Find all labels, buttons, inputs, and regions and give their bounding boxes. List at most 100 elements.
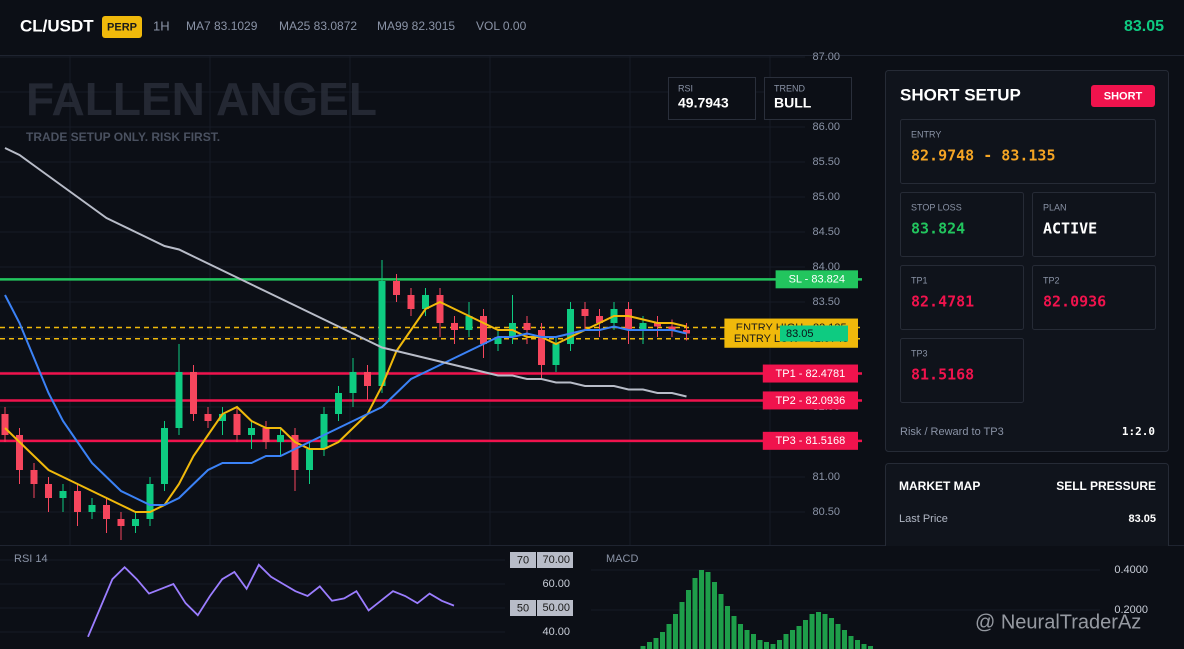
info-label: RSI [678, 83, 693, 93]
macd-bar [861, 644, 867, 649]
card-label: PLAN [1043, 202, 1067, 212]
y-tick-label: 84.50 [812, 226, 840, 238]
card-label: TP2 [1043, 275, 1060, 285]
badge: PERP [107, 21, 137, 33]
candle-body [407, 295, 415, 309]
macd-bar [757, 640, 763, 649]
risk-label: Risk / Reward to TP3 [900, 426, 1004, 438]
info-box [764, 77, 852, 120]
last-price-label: 83.05 [786, 328, 814, 340]
moving-average [4, 147, 687, 398]
macd-bar [809, 614, 815, 649]
level-label: 70 [517, 554, 529, 566]
card-value: 81.5168 [911, 366, 974, 384]
candle-body [436, 295, 444, 323]
macd-bar [822, 614, 828, 649]
main-chart: FALLEN ANGEL TRADE SETUP ONLY. RISK FIRST… [0, 56, 862, 545]
indicator: VOL 0.00 [476, 19, 527, 33]
macd-bar [679, 602, 685, 649]
info-label: TREND [774, 83, 805, 93]
macd-bar [770, 644, 776, 649]
info-value: 49.7943 [678, 95, 729, 111]
macd-bar [718, 594, 724, 649]
macd-bar [816, 612, 821, 649]
candle-body [175, 372, 183, 428]
candle-body [132, 519, 139, 526]
card-value: 83.824 [911, 220, 965, 238]
macd-bar [868, 646, 873, 649]
level-tag [762, 364, 858, 383]
card-label: TP3 [911, 348, 928, 358]
card [1032, 265, 1156, 330]
panel [885, 463, 1169, 559]
macd-bar [738, 624, 743, 649]
candle-body [103, 505, 110, 519]
candle-body [161, 428, 168, 484]
map-status: SELL PRESSURE [1056, 479, 1156, 493]
macd-title: MACD [606, 553, 638, 565]
y-tick-label: 70.00 [542, 554, 570, 566]
candle-body [219, 414, 226, 421]
rsi-title: RSI 14 [14, 553, 48, 565]
candle-body [30, 470, 38, 484]
map-row-value: 83.05 [1128, 513, 1156, 525]
candle-body [378, 281, 386, 386]
y-tick-label: 84.00 [812, 261, 840, 273]
map-title: MARKET MAP [899, 479, 980, 493]
candle-body [654, 323, 661, 327]
moving-average [4, 300, 687, 513]
level-tag [510, 600, 536, 616]
candle-body [567, 309, 574, 344]
candle-body [523, 323, 531, 330]
card-value: ACTIVE [1043, 220, 1097, 238]
card [900, 119, 1156, 184]
y-tick-label: 0.2000 [1114, 604, 1148, 616]
card-value: 82.0936 [1043, 293, 1106, 311]
rsi-line [87, 563, 455, 638]
card-label: ENTRY [911, 129, 941, 139]
candle-body [335, 393, 342, 414]
candle-body [465, 316, 473, 330]
macd-bar [803, 620, 808, 649]
indicator: MA25 83.0872 [279, 19, 357, 33]
candle-body [668, 326, 676, 330]
macd-bar [653, 638, 659, 649]
candle-body [277, 435, 284, 442]
candle-body [538, 330, 545, 365]
level-label: TP3 - 81.5168 [776, 435, 846, 447]
card [900, 192, 1024, 257]
y-tick-label: 80.50 [812, 506, 840, 518]
y-tick-label: 60.00 [542, 578, 570, 590]
macd-bar [692, 578, 698, 649]
candle-body [262, 428, 270, 442]
level-label: TP1 - 82.4781 [776, 368, 846, 380]
cover [0, 546, 1184, 649]
card-value: 82.9748 - 83.135 [911, 147, 1056, 165]
candle-body [480, 316, 487, 344]
candle-body [248, 428, 255, 435]
y-tick-label: 83.50 [812, 296, 840, 308]
interval: 1H [153, 18, 170, 33]
candle-body [639, 323, 647, 330]
level-label: TP2 - 82.0936 [776, 395, 846, 407]
info-box [668, 77, 756, 120]
level-tag [510, 552, 536, 568]
credit: @ NeuralTraderAz [975, 611, 1141, 633]
macd-bar [647, 642, 652, 649]
watermark: FALLEN ANGEL [26, 73, 377, 125]
header-bar [0, 0, 1184, 55]
tagline: TRADE SETUP ONLY. RISK FIRST. [26, 130, 220, 144]
macd-bar [673, 614, 678, 649]
candle-body [74, 491, 81, 512]
card-label: STOP LOSS [911, 202, 962, 212]
indicator: MA7 83.1029 [186, 19, 258, 33]
macd-bar [848, 636, 854, 649]
macd-bar [855, 640, 860, 649]
macd-bar [842, 630, 847, 649]
y-tick-label: 81.00 [812, 471, 840, 483]
macd-bar [835, 624, 841, 649]
candle-body [117, 519, 125, 526]
level-label: SL - 83.824 [789, 274, 845, 286]
y-tick-label: 87.00 [812, 51, 840, 63]
